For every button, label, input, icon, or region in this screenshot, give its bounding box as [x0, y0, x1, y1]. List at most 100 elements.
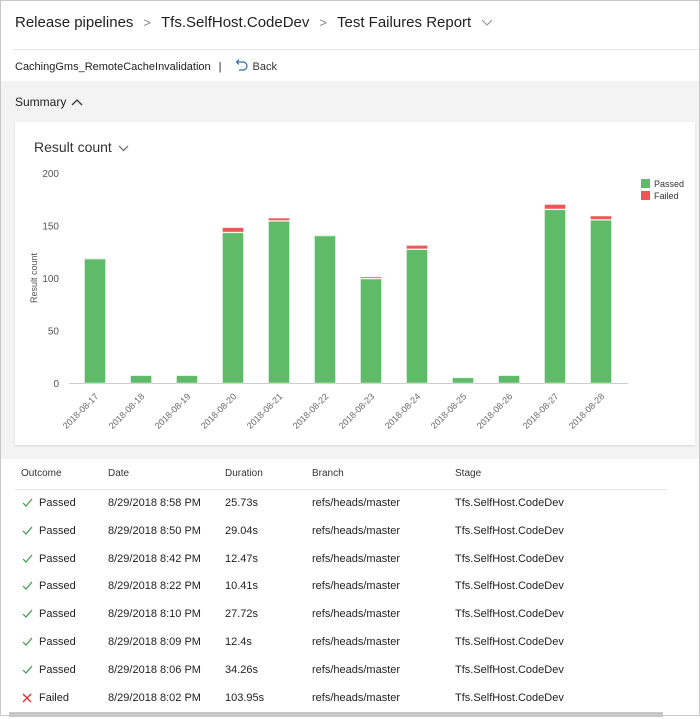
chevron-down-icon[interactable] [481, 14, 493, 31]
table-row[interactable]: Passed 8/29/2018 8:06 PM 34.26s refs/hea… [1, 664, 700, 691]
branch-cell: refs/heads/master [312, 692, 400, 704]
bar-passed[interactable] [223, 233, 244, 383]
bar-passed[interactable] [361, 279, 382, 383]
bar-passed[interactable] [407, 250, 428, 383]
breadcrumb: Release pipelines > Tfs.SelfHost.CodeDev… [15, 14, 493, 31]
outcome-cell: Passed [39, 553, 76, 565]
bar-passed[interactable] [131, 376, 152, 383]
date-cell: 8/29/2018 8:50 PM [108, 525, 201, 537]
bar-passed[interactable] [315, 236, 336, 383]
date-cell: 8/29/2018 8:09 PM [108, 636, 201, 648]
breadcrumb-release-pipelines[interactable]: Release pipelines [15, 14, 133, 31]
legend-item-passed[interactable]: Passed [641, 179, 684, 189]
x-tick-label: 2018-08-27 [521, 391, 561, 431]
branch-cell: refs/heads/master [312, 636, 400, 648]
y-axis-label: Result count [29, 252, 39, 303]
table-row[interactable]: Passed 8/29/2018 8:22 PM 10.41s refs/hea… [1, 580, 700, 607]
branch-cell: refs/heads/master [312, 664, 400, 676]
outcome-cell: Failed [39, 692, 69, 704]
stage-cell: Tfs.SelfHost.CodeDev [455, 664, 564, 676]
stage-cell: Tfs.SelfHost.CodeDev [455, 608, 564, 620]
duration-cell: 12.4s [225, 636, 252, 648]
y-tick-label: 50 [48, 327, 60, 338]
x-tick-label: 2018-08-21 [245, 391, 285, 431]
column-header-stage[interactable]: Stage [455, 468, 481, 479]
test-name: CachingGms_RemoteCacheInvalidation [15, 61, 211, 73]
bar-passed[interactable] [591, 220, 612, 383]
bar-passed[interactable] [499, 376, 520, 383]
breadcrumb-pipeline[interactable]: Tfs.SelfHost.CodeDev [161, 14, 309, 31]
summary-toggle[interactable]: Summary [15, 95, 83, 109]
check-icon [22, 526, 33, 538]
duration-cell: 10.41s [225, 580, 258, 592]
check-icon [22, 581, 33, 593]
outcome-cell: Passed [39, 525, 76, 537]
check-icon [22, 637, 33, 649]
table-row[interactable]: Passed 8/29/2018 8:58 PM 25.73s refs/hea… [1, 497, 700, 524]
date-cell: 8/29/2018 8:22 PM [108, 580, 201, 592]
stage-cell: Tfs.SelfHost.CodeDev [455, 636, 564, 648]
x-tick-label: 2018-08-17 [61, 391, 101, 431]
stage-cell: Tfs.SelfHost.CodeDev [455, 497, 564, 509]
bar-passed[interactable] [453, 378, 474, 383]
legend-item-failed[interactable]: Failed [641, 191, 679, 201]
bar-passed[interactable] [177, 376, 198, 383]
legend-label: Failed [654, 191, 679, 201]
duration-cell: 12.47s [225, 553, 258, 565]
x-tick-label: 2018-08-26 [475, 391, 515, 431]
back-button[interactable]: Back [234, 59, 277, 74]
chevron-right-icon: > [143, 15, 151, 30]
table-row[interactable]: Passed 8/29/2018 8:42 PM 12.47s refs/hea… [1, 553, 700, 580]
date-cell: 8/29/2018 8:42 PM [108, 553, 201, 565]
bar-passed[interactable] [269, 221, 290, 383]
table-row[interactable]: Passed 8/29/2018 8:50 PM 29.04s refs/hea… [1, 525, 700, 552]
legend-label: Passed [654, 179, 684, 189]
x-icon [22, 693, 32, 706]
table-row[interactable]: Passed 8/29/2018 8:09 PM 12.4s refs/head… [1, 636, 700, 663]
duration-cell: 103.95s [225, 692, 264, 704]
check-icon [22, 498, 33, 510]
check-icon [22, 665, 33, 677]
legend-swatch [641, 191, 650, 200]
branch-cell: refs/heads/master [312, 608, 400, 620]
y-tick-label: 200 [42, 169, 59, 180]
column-header-outcome[interactable]: Outcome [21, 468, 62, 479]
chevron-right-icon: > [319, 15, 327, 30]
x-tick-label: 2018-08-25 [429, 391, 469, 431]
duration-cell: 27.72s [225, 608, 258, 620]
horizontal-scrollbar[interactable] [9, 712, 663, 717]
bar-failed[interactable] [269, 218, 290, 220]
y-tick-label: 150 [42, 222, 59, 233]
bar-failed[interactable] [407, 245, 428, 248]
column-header-duration[interactable]: Duration [225, 468, 263, 479]
divider [15, 489, 667, 490]
date-cell: 8/29/2018 8:58 PM [108, 497, 201, 509]
column-header-date[interactable]: Date [108, 468, 129, 479]
outcome-cell: Passed [39, 636, 76, 648]
undo-arrow-icon [234, 59, 248, 74]
outcome-cell: Passed [39, 608, 76, 620]
summary-label: Summary [15, 95, 66, 109]
date-cell: 8/29/2018 8:02 PM [108, 692, 201, 704]
back-label: Back [253, 61, 277, 73]
column-header-branch[interactable]: Branch [312, 468, 344, 479]
bar-passed[interactable] [545, 210, 566, 383]
bar-passed[interactable] [85, 259, 106, 383]
stage-cell: Tfs.SelfHost.CodeDev [455, 692, 564, 704]
outcome-cell: Passed [39, 664, 76, 676]
x-tick-label: 2018-08-24 [383, 391, 423, 431]
bar-failed[interactable] [591, 216, 612, 219]
subheader: CachingGms_RemoteCacheInvalidation | Bac… [15, 59, 277, 74]
bar-failed[interactable] [545, 205, 566, 209]
table-row[interactable]: Passed 8/29/2018 8:10 PM 27.72s refs/hea… [1, 608, 700, 635]
bar-failed[interactable] [361, 277, 382, 278]
breadcrumb-report[interactable]: Test Failures Report [337, 14, 471, 31]
duration-cell: 34.26s [225, 664, 258, 676]
bar-failed[interactable] [223, 228, 244, 232]
branch-cell: refs/heads/master [312, 580, 400, 592]
date-cell: 8/29/2018 8:06 PM [108, 664, 201, 676]
y-tick-label: 100 [42, 274, 59, 285]
chevron-up-icon [71, 95, 83, 109]
